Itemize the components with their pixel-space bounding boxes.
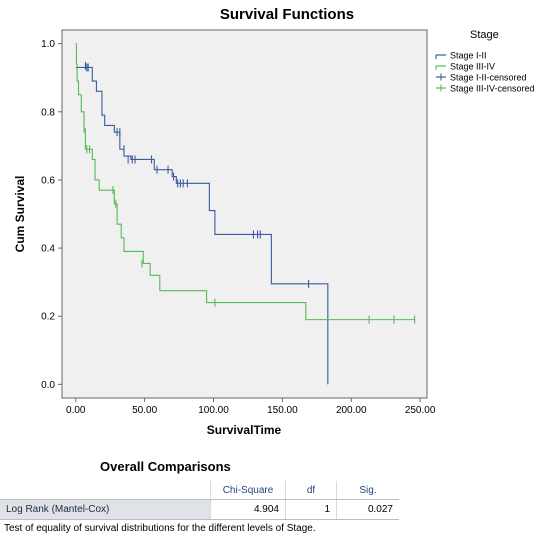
chi-square-value: 4.904 <box>210 499 286 520</box>
sig-value: 0.027 <box>336 499 399 520</box>
x-tick-label: 200.00 <box>336 405 367 416</box>
x-axis: 0.00 50.00 100.00 150.00 200.00 250.00 <box>66 398 436 416</box>
table-header-row: Chi-Square df Sig. <box>0 481 399 500</box>
series-line-2 <box>75 43 415 321</box>
x-tick-label: 100.00 <box>198 405 229 416</box>
series-line-1 <box>75 66 329 385</box>
df-value: 1 <box>285 499 337 520</box>
x-tick-label: 150.00 <box>267 405 298 416</box>
column-header-chi-square: Chi-Square <box>210 481 286 500</box>
x-tick-label: 250.00 <box>405 405 436 416</box>
chart-title: Survival Functions <box>220 6 354 23</box>
y-tick-label: 0.4 <box>41 244 55 255</box>
column-header-sig: Sig. <box>336 481 399 500</box>
comparison-title: Overall Comparisons <box>100 459 231 474</box>
comparison-table: Chi-Square df Sig. Log Rank (Mantel-Cox)… <box>0 481 399 520</box>
series-layer <box>75 43 416 385</box>
x-axis-label: SurvivalTime <box>207 423 282 437</box>
y-tick-label: 0.2 <box>41 312 55 323</box>
x-tick-label: 50.00 <box>132 405 157 416</box>
y-tick-label: 1.0 <box>41 39 55 50</box>
legend-entry: Stage III-IV-censored <box>450 84 535 94</box>
legend-entry: Stage III-IV <box>450 62 495 72</box>
table-header-blank <box>0 481 211 500</box>
table-row: Log Rank (Mantel-Cox) 4.904 1 0.027 <box>0 499 399 520</box>
y-tick-label: 0.6 <box>41 175 55 186</box>
legend-entry: Stage I-II <box>450 51 487 61</box>
y-tick-label: 0.8 <box>41 107 55 118</box>
row-label: Log Rank (Mantel-Cox) <box>0 499 211 520</box>
survival-chart: Survival Functions 0.0 0.2 0.4 0.6 0.8 1.0 0.… <box>13 6 535 437</box>
legend-title: Stage <box>470 29 499 41</box>
legend-entry: Stage I-II-censored <box>450 73 527 83</box>
plot-area <box>61 29 428 399</box>
column-header-df: df <box>285 481 337 500</box>
y-axis: 0.0 0.2 0.4 0.6 0.8 1.0 <box>41 39 62 391</box>
table-footnote: Test of equality of survival distributio… <box>4 523 316 534</box>
y-axis-label: Cum Survival <box>13 176 27 253</box>
y-tick-label: 0.0 <box>41 380 55 391</box>
x-tick-label: 0.00 <box>66 405 86 416</box>
